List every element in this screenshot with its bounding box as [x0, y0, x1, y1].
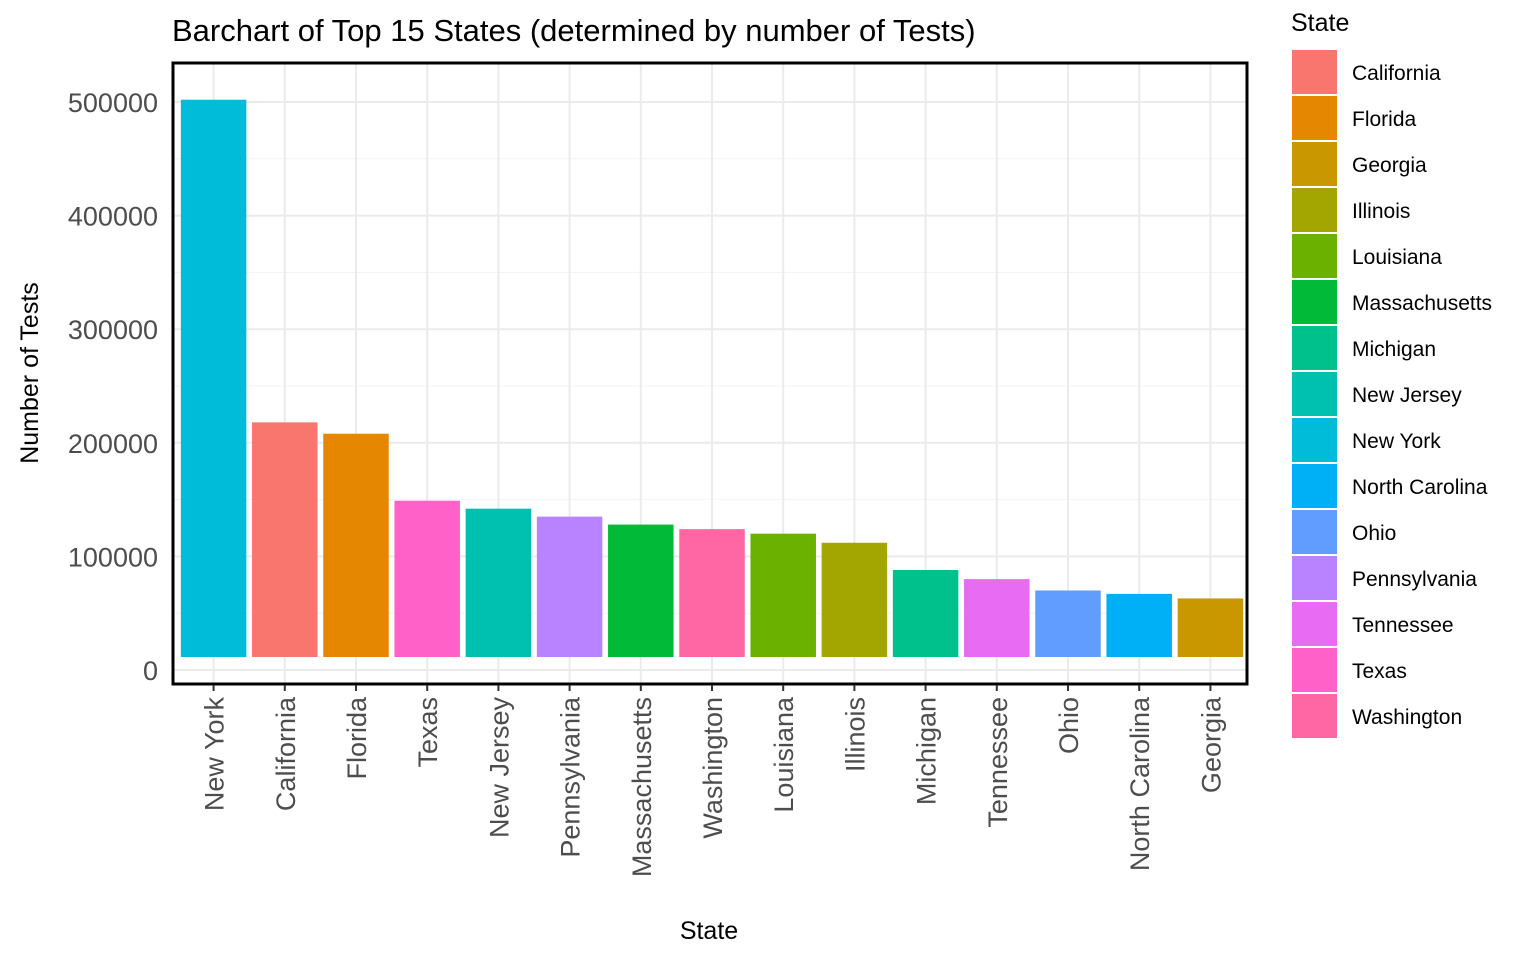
- legend-key: [1292, 188, 1337, 232]
- x-tick-label: Ohio: [1054, 697, 1084, 754]
- legend-label: Pennsylvania: [1352, 568, 1477, 591]
- y-axis-ticks: 0 100000 200000 300000 400000 500000: [68, 88, 158, 686]
- legend-label: New York: [1352, 430, 1441, 453]
- x-tick-label: New York: [200, 697, 230, 812]
- legend-key: [1292, 602, 1337, 646]
- bars: [180, 99, 1244, 657]
- legend-key: [1292, 142, 1337, 186]
- y-axis-title: Number of Tests: [16, 282, 44, 464]
- legend: California Florida Georgia Illinois Louisian…: [1292, 50, 1492, 738]
- bar-new-jersey: [465, 508, 532, 657]
- legend-key: [1292, 234, 1337, 278]
- x-tick-label: Massachusetts: [627, 697, 657, 877]
- x-tick-label: Georgia: [1196, 696, 1226, 793]
- legend-key: [1292, 556, 1337, 600]
- legend-key: [1292, 280, 1337, 324]
- legend-label: Ohio: [1352, 522, 1396, 545]
- x-tick-label: New Jersey: [484, 697, 514, 839]
- x-tick-label: Louisiana: [769, 696, 799, 813]
- x-tick-label: Illinois: [840, 697, 870, 772]
- legend-label: Washington: [1352, 706, 1462, 729]
- legend-label: Tennessee: [1352, 614, 1454, 637]
- legend-key: [1292, 50, 1337, 94]
- y-tick-label: 500000: [68, 88, 158, 118]
- legend-label: California: [1352, 62, 1441, 85]
- y-tick-label: 0: [143, 656, 158, 686]
- bar-florida: [323, 433, 389, 657]
- legend-label: Louisiana: [1352, 246, 1442, 269]
- x-tick-label: California: [271, 696, 301, 811]
- legend-title: State: [1291, 9, 1349, 37]
- x-tick-label: Florida: [342, 696, 372, 780]
- legend-key: [1292, 96, 1337, 140]
- legend-key: [1292, 464, 1337, 508]
- legend-label: Florida: [1352, 108, 1417, 131]
- bar-georgia: [1177, 598, 1244, 657]
- legend-label: Michigan: [1352, 338, 1436, 361]
- legend-label: Illinois: [1352, 200, 1410, 223]
- legend-label: New Jersey: [1352, 384, 1462, 407]
- bar-texas: [394, 500, 460, 657]
- legend-key: [1292, 694, 1337, 738]
- legend-label: Texas: [1352, 660, 1407, 683]
- bar-michigan: [892, 570, 959, 657]
- legend-label: Georgia: [1352, 154, 1427, 177]
- bar-california: [252, 422, 318, 657]
- x-tick-label: North Carolina: [1125, 696, 1155, 871]
- legend-label: North Carolina: [1352, 476, 1488, 499]
- bar-illinois: [821, 542, 888, 657]
- legend-key: [1292, 326, 1337, 370]
- x-tick-label: Pennsylvania: [556, 696, 586, 858]
- x-axis-ticks: New York California Florida Texas New Jersey…: [200, 685, 1226, 877]
- x-axis-title: State: [680, 917, 738, 945]
- y-tick-label: 300000: [68, 315, 158, 345]
- y-tick-label: 200000: [68, 429, 158, 459]
- legend-key: [1292, 418, 1337, 462]
- legend-key: [1292, 510, 1337, 554]
- plot-border: [171, 61, 1249, 686]
- chart-title: Barchart of Top 15 States (determined by…: [172, 13, 976, 48]
- y-tick-label: 100000: [68, 542, 158, 572]
- bar-north-carolina: [1106, 593, 1172, 657]
- y-tick-label: 400000: [68, 202, 158, 232]
- legend-label: Massachusetts: [1352, 292, 1492, 315]
- bar-new-york: [180, 99, 247, 657]
- bar-massachusetts: [608, 524, 674, 657]
- bar-ohio: [1035, 590, 1101, 657]
- legend-key: [1292, 372, 1337, 416]
- x-tick-label: Washington: [698, 697, 728, 839]
- bar-louisiana: [750, 533, 816, 657]
- bar-pennsylvania: [536, 516, 603, 657]
- legend-key: [1292, 648, 1337, 692]
- bar-tennessee: [964, 579, 1030, 657]
- x-tick-label: Michigan: [912, 697, 942, 805]
- x-tick-label: Texas: [413, 697, 443, 768]
- x-tick-label: Tennessee: [983, 697, 1013, 828]
- bar-washington: [679, 529, 745, 657]
